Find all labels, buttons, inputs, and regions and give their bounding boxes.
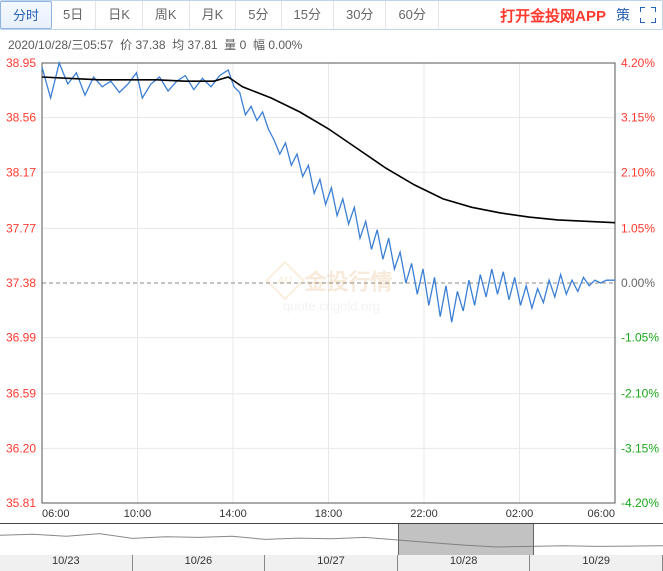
tab-5分[interactable]: 5分 xyxy=(236,1,281,29)
svg-text:35.81: 35.81 xyxy=(6,496,36,510)
open-app-link[interactable]: 打开金投网APP xyxy=(494,5,612,26)
overview-date: 10/23 xyxy=(0,555,133,571)
price-label: 价 xyxy=(120,38,132,52)
svg-text:-4.20%: -4.20% xyxy=(621,496,659,510)
tab-月K[interactable]: 月K xyxy=(190,1,237,29)
price-value: 37.38 xyxy=(135,38,165,52)
svg-text:02:00: 02:00 xyxy=(506,508,534,520)
svg-text:18:00: 18:00 xyxy=(315,508,343,520)
overview-date: 10/27 xyxy=(265,555,398,571)
overview-date: 10/29 xyxy=(530,555,663,571)
vol-label: 量 xyxy=(224,38,236,52)
svg-text:37.77: 37.77 xyxy=(6,221,36,235)
tab-60分[interactable]: 60分 xyxy=(386,1,438,29)
datetime: 2020/10/28/三05:57 xyxy=(8,38,113,52)
svg-text:-1.05%: -1.05% xyxy=(621,331,659,345)
overview-panel[interactable]: 10/2310/2610/2710/2810/29 xyxy=(0,523,663,571)
price-chart[interactable]: AU 金投行情 quote.cngold.org 38.954.20%38.56… xyxy=(0,55,663,523)
svg-text:06:00: 06:00 xyxy=(42,508,70,520)
timeframe-tabbar: 分时5日日K周K月K5分15分30分60分 打开金投网APP 策 xyxy=(0,0,663,30)
overview-date: 10/26 xyxy=(133,555,266,571)
chart-svg: 38.95 4.20% 38.56 3.15% 38.17 2.10% 37.77 1.05%… xyxy=(0,55,663,523)
tab-15分[interactable]: 15分 xyxy=(282,1,334,29)
svg-text:38.17: 38.17 xyxy=(6,165,36,179)
fullscreen-icon[interactable] xyxy=(640,7,656,23)
svg-text:22:00: 22:00 xyxy=(410,508,438,520)
svg-text:14:00: 14:00 xyxy=(219,508,247,520)
svg-text:37.38: 37.38 xyxy=(6,276,36,290)
svg-text:0.00%: 0.00% xyxy=(621,276,655,290)
avg-value: 37.81 xyxy=(188,38,218,52)
tab-周K[interactable]: 周K xyxy=(143,1,190,29)
amp-label: 幅 xyxy=(253,38,265,52)
svg-text:38.95: 38.95 xyxy=(6,56,36,70)
svg-text:06:00: 06:00 xyxy=(587,508,615,520)
vol-value: 0 xyxy=(240,38,247,52)
svg-text:4.20%: 4.20% xyxy=(621,56,655,70)
svg-text:36.20: 36.20 xyxy=(6,441,36,455)
svg-text:-3.15%: -3.15% xyxy=(621,441,659,455)
tab-30分[interactable]: 30分 xyxy=(334,1,386,29)
tab-日K[interactable]: 日K xyxy=(96,1,143,29)
svg-text:2.10%: 2.10% xyxy=(621,165,655,179)
svg-text:36.99: 36.99 xyxy=(6,331,36,345)
overview-spark xyxy=(0,524,663,556)
svg-text:3.15%: 3.15% xyxy=(621,111,655,125)
svg-text:38.56: 38.56 xyxy=(6,111,36,125)
amp-value: 0.00% xyxy=(268,38,302,52)
svg-text:-2.10%: -2.10% xyxy=(621,387,659,401)
svg-text:36.59: 36.59 xyxy=(6,387,36,401)
strategy-label[interactable]: 策 xyxy=(612,5,634,25)
quote-info-bar: 2020/10/28/三05:57 价 37.38 均 37.81 量 0 幅 … xyxy=(0,30,663,55)
avg-label: 均 xyxy=(172,38,184,52)
overview-date: 10/28 xyxy=(398,555,531,571)
svg-text:1.05%: 1.05% xyxy=(621,221,655,235)
svg-text:10:00: 10:00 xyxy=(124,508,152,520)
tab-分时[interactable]: 分时 xyxy=(0,1,52,29)
tab-5日[interactable]: 5日 xyxy=(51,1,96,29)
overview-dates: 10/2310/2610/2710/2810/29 xyxy=(0,555,663,571)
